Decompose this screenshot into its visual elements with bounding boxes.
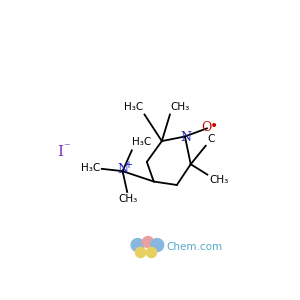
Circle shape	[131, 238, 144, 251]
Text: CH₃: CH₃	[118, 194, 137, 204]
Text: CH₃: CH₃	[209, 175, 228, 185]
Text: •: •	[210, 119, 218, 133]
Text: H₃C: H₃C	[81, 164, 100, 173]
Text: Chem.com: Chem.com	[167, 242, 223, 252]
Text: N: N	[181, 131, 192, 144]
Text: CH₃: CH₃	[171, 101, 190, 112]
Circle shape	[136, 248, 146, 257]
Text: H₃C: H₃C	[124, 101, 143, 112]
Text: O: O	[202, 121, 212, 134]
Text: H₃C: H₃C	[132, 137, 152, 147]
Text: C: C	[207, 134, 215, 144]
Circle shape	[151, 238, 164, 251]
Circle shape	[142, 236, 154, 247]
Circle shape	[146, 248, 157, 257]
Text: I: I	[57, 145, 63, 158]
Text: ⁻: ⁻	[63, 142, 69, 154]
Text: +: +	[124, 160, 132, 170]
Text: N: N	[118, 164, 128, 176]
